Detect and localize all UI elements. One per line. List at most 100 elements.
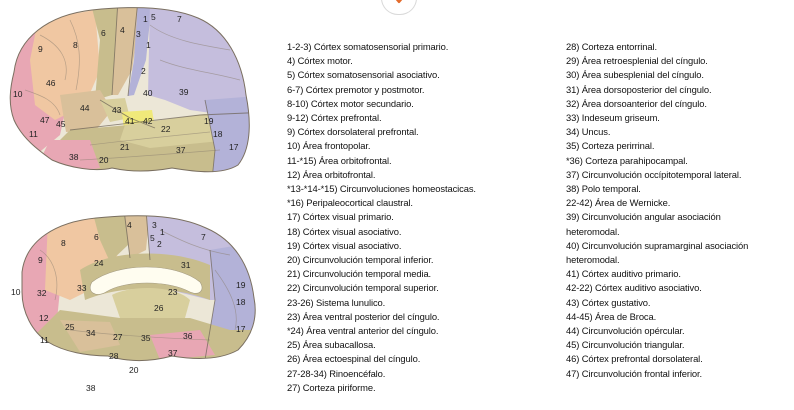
legend-item: 30) Área subesplenial del cíngulo. [566, 69, 704, 81]
legend-item: *36) Corteza parahipocampal. [566, 154, 688, 166]
legend-item: 23-26) Sistema lunulico. [287, 296, 386, 308]
lateral-label-44: 44 [80, 103, 90, 113]
medial-label-28: 28 [109, 351, 119, 361]
legend-item: 22) Circunvolución temporal superior. [287, 282, 439, 294]
medial-label-2: 2 [157, 239, 162, 249]
medial-label-10: 10 [11, 287, 21, 297]
lateral-label-22: 22 [161, 124, 171, 134]
legend-column-right: 28) Corteza entorrinal. 29) Área retroesp… [566, 40, 748, 381]
legend-item: 20) Circunvolución temporal inferior. [287, 254, 434, 266]
lateral-brain-view [10, 7, 250, 172]
medial-label-20: 20 [129, 365, 139, 375]
legend-item: 32) Área dorsoanterior del cíngulo. [566, 97, 707, 109]
legend-item: 9-12) Córtex prefrontal. [287, 112, 382, 124]
lateral-label-37: 37 [176, 145, 186, 155]
legend-item: heteromodal. [566, 254, 620, 266]
lateral-label-9: 9 [38, 44, 43, 54]
lateral-label-46: 46 [46, 78, 56, 88]
lateral-label-19: 19 [204, 116, 214, 126]
medial-label-19: 19 [236, 280, 246, 290]
brain-figure: 1 1 2 3 4 5 6 7 8 9 10 11 17 18 19 20 21… [9, 7, 256, 393]
legend-item: 22-42) Área de Wernicke. [566, 197, 671, 209]
legend-item: 31) Área dorsoposterior del cíngulo. [566, 83, 712, 95]
legend-item: 41) Córtex auditivo primario. [566, 268, 681, 280]
lateral-label-18: 18 [213, 129, 223, 139]
medial-label-12: 12 [39, 313, 49, 323]
lateral-label-4: 4 [120, 25, 125, 35]
medial-label-32: 32 [37, 288, 47, 298]
medial-label-26: 26 [154, 303, 164, 313]
legend-item: 17) Córtex visual primario. [287, 211, 394, 223]
legend-item: 29) Área retroesplenial del cíngulo. [566, 55, 708, 67]
lateral-label-2: 2 [141, 66, 146, 76]
lateral-label-1b: 1 [146, 40, 151, 50]
legend-item: heteromodal. [566, 225, 620, 237]
medial-label-33: 33 [77, 283, 87, 293]
legend-item: 4) Córtex motor. [287, 55, 353, 67]
legend-item: 18) Córtex visual asociativo. [287, 225, 402, 237]
legend-item: 46) Córtex prefrontal dorsolateral. [566, 353, 703, 365]
legend-item: 6-7) Córtex premotor y postmotor. [287, 83, 425, 95]
lateral-label-11: 11 [29, 129, 38, 139]
chevron-down-icon [395, 0, 403, 4]
legend-item: 19) Córtex visual asociativo. [287, 239, 402, 251]
legend-item: 11-*15) Área orbitofrontal. [287, 154, 392, 166]
lateral-label-20: 20 [99, 155, 109, 165]
legend-item: 45) Circunvolución triangular. [566, 339, 685, 351]
legend-item: 40) Circunvolución supramarginal asociac… [566, 239, 749, 251]
medial-label-1: 1 [160, 227, 165, 237]
legend-item: 25) Área subacallosa. [287, 339, 376, 351]
lateral-label-17: 17 [229, 142, 239, 152]
legend-item: 44) Circunvolución opércular. [566, 325, 685, 337]
scroll-down-badge[interactable] [381, 0, 417, 15]
lateral-label-3: 3 [136, 29, 141, 39]
lateral-label-8: 8 [73, 40, 78, 50]
medial-label-35: 35 [141, 333, 151, 343]
medial-label-6: 6 [94, 232, 99, 242]
medial-label-31: 31 [181, 260, 191, 270]
legend-item: 1-2-3) Córtex somatosensorial primario. [287, 41, 449, 52]
medial-brain-view [22, 215, 256, 361]
legend-item: 38) Polo temporal. [566, 183, 641, 195]
legend-item: *24) Área ventral anterior del cíngulo. [287, 325, 439, 337]
legend-item: 37) Circunvolución occípitotemporal late… [566, 168, 742, 180]
legend-item: 21) Circunvolución temporal media. [287, 268, 432, 280]
medial-label-23: 23 [168, 287, 178, 297]
legend-item: 33) Indeseum griseum. [566, 112, 660, 124]
legend-item: 9) Córtex dorsolateral prefrontal. [287, 126, 419, 138]
lateral-label-5: 5 [151, 12, 156, 22]
medial-label-38: 38 [86, 383, 96, 393]
medial-label-27: 27 [113, 332, 123, 342]
lateral-label-39: 39 [179, 87, 189, 97]
legend-item: 35) Corteza perirrinal. [566, 140, 655, 152]
lateral-label-47: 47 [40, 115, 50, 125]
legend-item: 27-28-34) Rinoencéfalo. [287, 367, 386, 379]
legend-item: 5) Córtex somatosensorial asociativo. [287, 69, 440, 81]
medial-area-labels: 1 2 3 4 5 6 7 8 9 10 11 12 17 18 19 20 2… [11, 220, 246, 393]
lateral-label-1: 1 [143, 14, 148, 24]
medial-label-5: 5 [150, 233, 155, 243]
legend-item: 43) Córtex gustativo. [566, 296, 651, 308]
lateral-label-42: 42 [143, 116, 153, 126]
lateral-label-6: 6 [101, 28, 106, 38]
legend-item: 8-10) Córtex motor secundario. [287, 97, 414, 109]
legend-item: 39) Circunvolución angular asociación [566, 211, 721, 223]
medial-label-17: 17 [236, 324, 246, 334]
medial-label-18: 18 [236, 297, 246, 307]
medial-label-9: 9 [38, 255, 43, 265]
legend-item: 26) Área ectoespinal del cíngulo. [287, 353, 421, 365]
medial-label-11: 11 [40, 335, 49, 345]
legend-item: 44-45) Área de Broca. [566, 310, 657, 322]
medial-label-4: 4 [127, 220, 132, 230]
medial-label-36: 36 [183, 331, 193, 341]
legend-item: 42-22) Córtex auditivo asociativo. [566, 282, 702, 294]
lateral-label-38: 38 [69, 152, 79, 162]
legend-item: 47) Circunvolución frontal inferior. [566, 367, 703, 379]
lateral-label-40: 40 [143, 88, 153, 98]
lateral-label-10: 10 [13, 89, 23, 99]
medial-label-34: 34 [86, 328, 96, 338]
medial-label-3: 3 [152, 220, 157, 230]
legend-item: *16) Peripaleocortical claustral. [287, 197, 413, 209]
medial-label-8: 8 [61, 238, 66, 248]
legend-column-left: 1-2-3) Córtex somatosensorial primario. 4… [287, 40, 476, 395]
